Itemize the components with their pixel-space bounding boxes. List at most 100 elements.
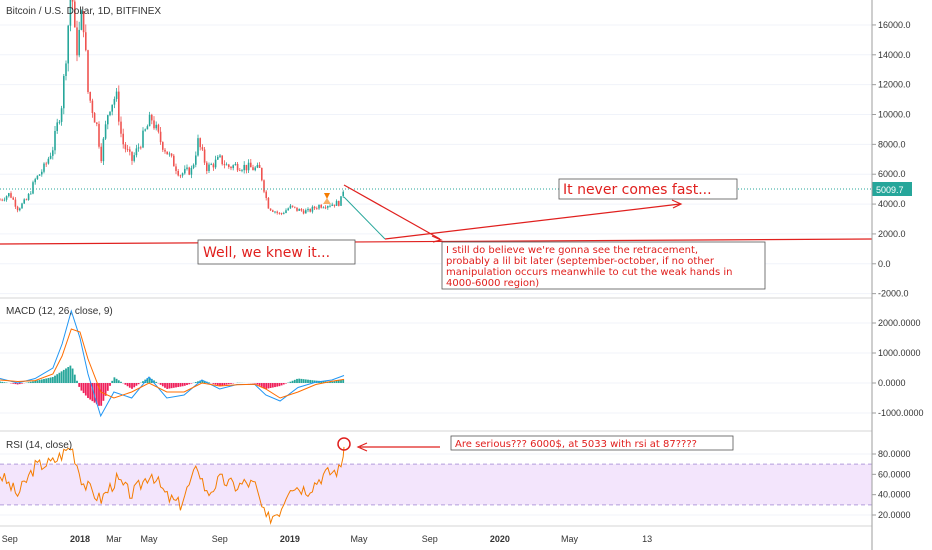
price-y-axis[interactable]: 16000.0 14000.0 12000.0 10000.0 8000.0 6000.0… [872, 20, 911, 299]
macd-hist-bar [170, 383, 173, 389]
x-tick-label: May [561, 534, 579, 544]
macd-hist-bar [69, 365, 72, 383]
time-axis[interactable]: Sep 2018 Mar May Sep 2019 May Sep 2020 May 13 [2, 534, 652, 544]
x-tick-label: Mar [106, 534, 122, 544]
macd-y-axis[interactable]: 2000.0000 1000.0000 0.0000 -1000.0000 [872, 318, 924, 418]
candle-body [254, 167, 256, 171]
candle-body [327, 206, 329, 208]
x-tick-label: Sep [422, 534, 438, 544]
svg-text:It never comes fast...: It never comes fast... [563, 182, 712, 198]
macd-hist-bar [208, 382, 210, 383]
macd-tick-label: 1000.0000 [878, 348, 921, 358]
macd-hist-bar [342, 379, 345, 383]
rsi-peak-circle[interactable] [337, 437, 351, 451]
macd-tick-label: 2000.0000 [878, 318, 921, 328]
candle-body [173, 155, 175, 167]
rsi-arrow-head-icon [356, 442, 368, 452]
candle-body [298, 209, 300, 211]
projection-line-teal[interactable] [343, 196, 386, 240]
candle-body [250, 162, 252, 168]
macd-hist-bar [32, 381, 34, 383]
candle-body [294, 206, 296, 208]
annotation-rsi[interactable]: Are serious??? 6000$, at 5033 with rsi a… [450, 435, 734, 451]
macd-hist-bar [280, 383, 283, 386]
macd-hist-bar [104, 383, 107, 396]
candle-body [223, 164, 226, 166]
candle-body [36, 175, 39, 180]
macd-hist-bar [227, 383, 230, 385]
candle-body [232, 165, 234, 169]
x-tick-label: 2020 [490, 534, 510, 544]
candle-body [208, 164, 210, 172]
price-tick-label: 14000.0 [878, 50, 911, 60]
candle-body [243, 164, 245, 171]
candle-body [38, 174, 41, 176]
annotation-well-we-knew[interactable]: Well, we knew it... [197, 239, 356, 265]
annotation-never-comes-fast[interactable]: It never comes fast... [558, 178, 738, 200]
candle-body [201, 147, 204, 150]
candle-body [197, 138, 199, 156]
candle-body [14, 199, 17, 207]
rsi-y-axis[interactable]: 80.0000 60.0000 40.0000 20.0000 [872, 449, 911, 520]
macd-hist-bar [117, 380, 120, 383]
candle-body [175, 166, 177, 171]
candle-body [155, 124, 157, 129]
projection-line-down[interactable] [343, 184, 441, 240]
candle-body [120, 121, 122, 134]
candle-body [181, 173, 184, 176]
macd-hist-bar [27, 382, 30, 383]
candle-body [184, 168, 186, 174]
macd-hist-bar [335, 380, 338, 383]
candle-body [85, 32, 87, 51]
candle-body [256, 164, 259, 168]
candle-body [65, 63, 67, 76]
macd-hist-bar [291, 380, 294, 383]
candle-body [322, 207, 325, 209]
price-pane[interactable]: 16000.0 14000.0 12000.0 10000.0 8000.0 6000.0… [0, 0, 912, 299]
macd-hist-bar [148, 377, 151, 383]
macd-hist-bar [219, 383, 221, 386]
candle-body [179, 175, 182, 177]
candle-body [278, 212, 281, 214]
candle-body [111, 104, 113, 112]
candle-body [331, 204, 333, 206]
event-marker-icon[interactable] [323, 193, 331, 204]
candle-body [241, 170, 243, 172]
macd-hist-bar [80, 383, 83, 391]
candle-body [43, 163, 45, 172]
macd-hist-bar [73, 374, 76, 383]
x-tick-label: May [350, 534, 368, 544]
macd-hist-bar [56, 374, 59, 383]
annotation-retracement[interactable]: I still do believe we're gonna see the r… [441, 241, 766, 290]
candle-body [296, 207, 298, 211]
macd-hist-bar [38, 379, 41, 383]
candle-body [74, 1, 76, 28]
macd-hist-bar [40, 379, 43, 383]
macd-hist-bar [216, 383, 219, 386]
candle-body [52, 150, 54, 156]
candle-body [307, 208, 309, 211]
macd-hist-bar [111, 380, 114, 383]
candle-body [19, 208, 21, 211]
macd-hist-bar [43, 378, 45, 383]
candle-body [287, 208, 289, 211]
macd-hist-bar [311, 380, 314, 383]
candle-body [228, 164, 230, 167]
macd-hist-bar [18, 383, 21, 385]
candle-body [291, 205, 294, 207]
macd-hist-bar [155, 381, 158, 383]
macd-hist-bar [256, 383, 259, 385]
rsi-pane[interactable]: 80.0000 60.0000 40.0000 20.0000 RSI (14, cl… [0, 435, 911, 526]
macd-pane[interactable]: 2000.0000 1000.0000 0.0000 -1000.0000 MACD … [0, 306, 924, 418]
candle-body [269, 208, 272, 211]
candle-body [140, 147, 142, 149]
candle-body [87, 50, 89, 93]
macd-hist-bar [313, 380, 316, 383]
candle-body [289, 205, 292, 209]
candle-body [100, 146, 102, 162]
candle-body [239, 170, 241, 172]
candle-body [313, 206, 316, 209]
candle-body [329, 205, 331, 207]
projection-line-up[interactable] [384, 203, 681, 240]
macd-hist-bar [21, 383, 23, 384]
